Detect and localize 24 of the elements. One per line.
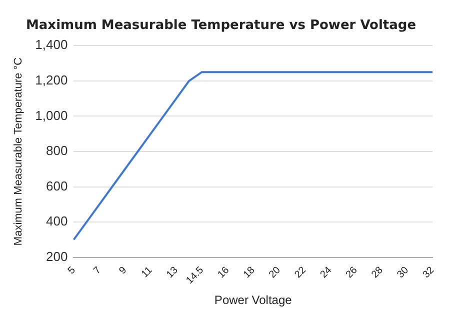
x-tick-label: 24 [318,264,334,281]
x-tick-label: 18 [242,264,258,281]
y-tick-label: 800 [46,143,68,158]
y-tick-label: 200 [46,248,68,264]
y-axis-title: Maximum Measurable Temperature °C [12,57,25,246]
x-tick-label: 30 [395,264,412,281]
y-tick-label: 1,000 [35,108,68,123]
x-tick-label: 28 [370,264,386,281]
y-tick-label: 1,400 [35,37,68,52]
x-tick-label: 11 [140,264,155,280]
x-tick-label: 7 [92,264,104,277]
x-tick-label: 13 [164,264,181,281]
x-tick-label: 26 [344,264,360,281]
x-tick-label: 20 [267,264,284,281]
y-tick-label: 400 [46,214,68,229]
y-tick-label: 1,200 [35,72,68,88]
x-tick-label: 32 [420,264,437,281]
x-tick-label: 9 [117,264,130,277]
x-axis-title: Power Voltage [214,293,292,308]
chart-title: Maximum Measurable Temperature vs Power Voltage [26,18,416,34]
x-tick-label: 22 [292,264,309,281]
y-tick-label: 600 [46,178,68,194]
x-tick-label: 16 [216,264,232,281]
x-tick-label: 5 [66,264,78,277]
